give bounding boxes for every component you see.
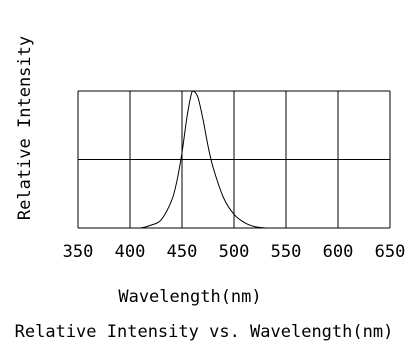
plot-grid	[77, 90, 391, 229]
x-tick-label: 400	[115, 242, 146, 262]
x-tick-label: 500	[219, 242, 250, 262]
x-axis-label: Wavelength(nm)	[118, 287, 261, 307]
x-tick-label: 600	[323, 242, 354, 262]
chart-title: Relative Intensity vs. Wavelength(nm)	[15, 322, 394, 342]
x-tick-label: 650	[375, 242, 406, 262]
x-tick-label: 350	[63, 242, 94, 262]
y-axis-label: Relative Intensity	[15, 36, 35, 220]
intensity-curve	[130, 90, 266, 229]
x-tick-label: 550	[271, 242, 302, 262]
x-tick-label: 450	[167, 242, 198, 262]
x-tick-labels: 350 400 450 500 550 600 650	[63, 242, 406, 262]
